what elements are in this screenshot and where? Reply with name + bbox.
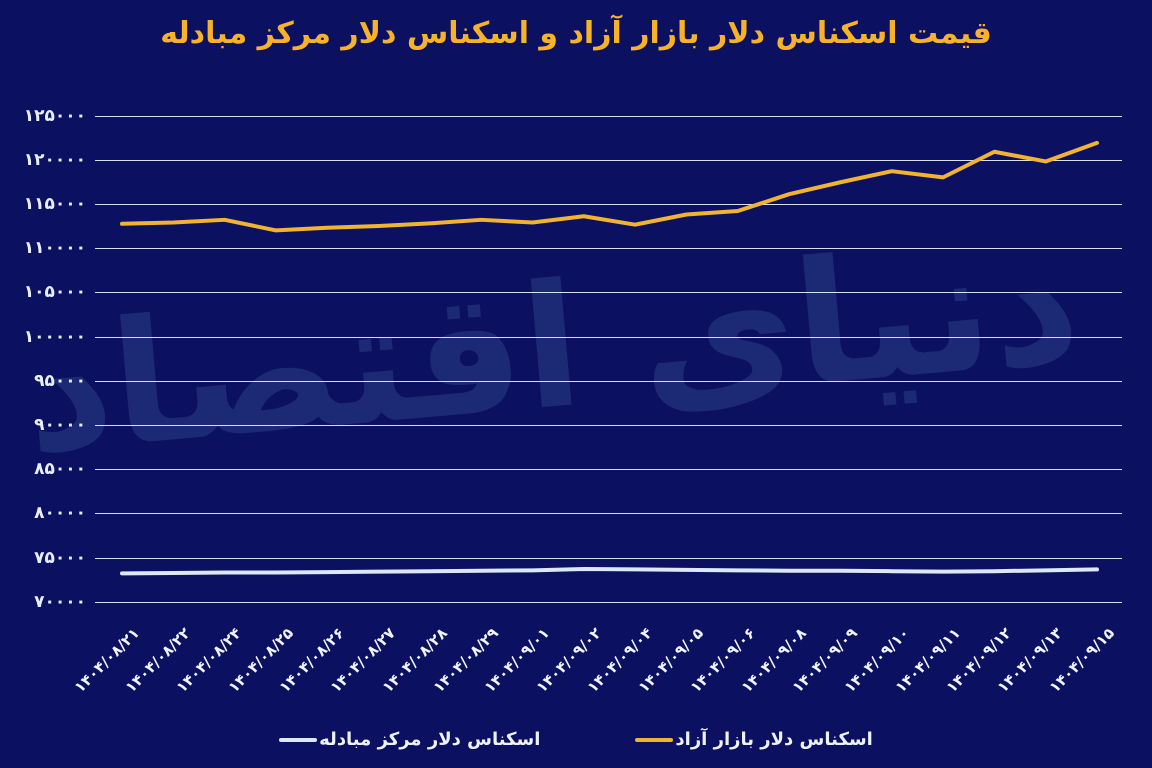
- legend-item-free-market: اسکناس دلار بازار آزاد: [635, 729, 873, 750]
- gridline: [95, 424, 1122, 426]
- gridline: [95, 513, 1122, 515]
- legend: اسکناس دلار مرکز مبادله اسکناس دلار بازا…: [0, 729, 1152, 750]
- legend-label-exchange-center: اسکناس دلار مرکز مبادله: [319, 729, 541, 750]
- gridline: [95, 248, 1122, 250]
- y-axis-tick-label: ۷۰۰۰۰: [34, 591, 86, 612]
- y-axis-tick-label: ۱۱۰۰۰۰: [23, 238, 86, 259]
- gridline: [95, 203, 1122, 205]
- gridline: [95, 115, 1122, 117]
- y-axis-tick-label: ۱۰۰۰۰۰: [23, 326, 86, 347]
- y-axis-tick-label: ۱۱۵۰۰۰: [23, 193, 86, 214]
- legend-label-free-market: اسکناس دلار بازار آزاد: [675, 729, 873, 750]
- legend-item-exchange-center: اسکناس دلار مرکز مبادله: [279, 729, 540, 750]
- gridline: [95, 336, 1122, 338]
- y-axis-tick-label: ۱۰۵۰۰۰: [23, 282, 86, 303]
- y-axis-tick-label: ۱۲۵۰۰۰: [23, 105, 86, 126]
- chart-title: قیمت اسکناس دلار بازار آزاد و اسکناس دلا…: [160, 16, 992, 51]
- free-market-line: [120, 140, 1099, 233]
- y-axis-tick-label: ۱۲۰۰۰۰: [23, 149, 86, 170]
- gridline: [95, 601, 1122, 603]
- y-axis-tick-label: ۸۵۰۰۰: [34, 459, 86, 480]
- y-axis-tick-label: ۹۵۰۰۰: [34, 370, 86, 391]
- exchange-center-line-swatch: [279, 737, 318, 742]
- gridline: [95, 380, 1122, 382]
- y-axis-tick-label: ۸۰۰۰۰: [34, 503, 86, 524]
- y-axis-tick-label: ۷۵۰۰۰: [34, 547, 86, 568]
- gridline: [95, 469, 1122, 471]
- y-axis-tick-label: ۹۰۰۰۰: [34, 414, 86, 435]
- gridline: [95, 557, 1122, 559]
- exchange-center-line: [120, 566, 1099, 576]
- gridline: [95, 292, 1122, 294]
- gridline: [95, 159, 1122, 161]
- free-market-line-swatch: [635, 737, 674, 742]
